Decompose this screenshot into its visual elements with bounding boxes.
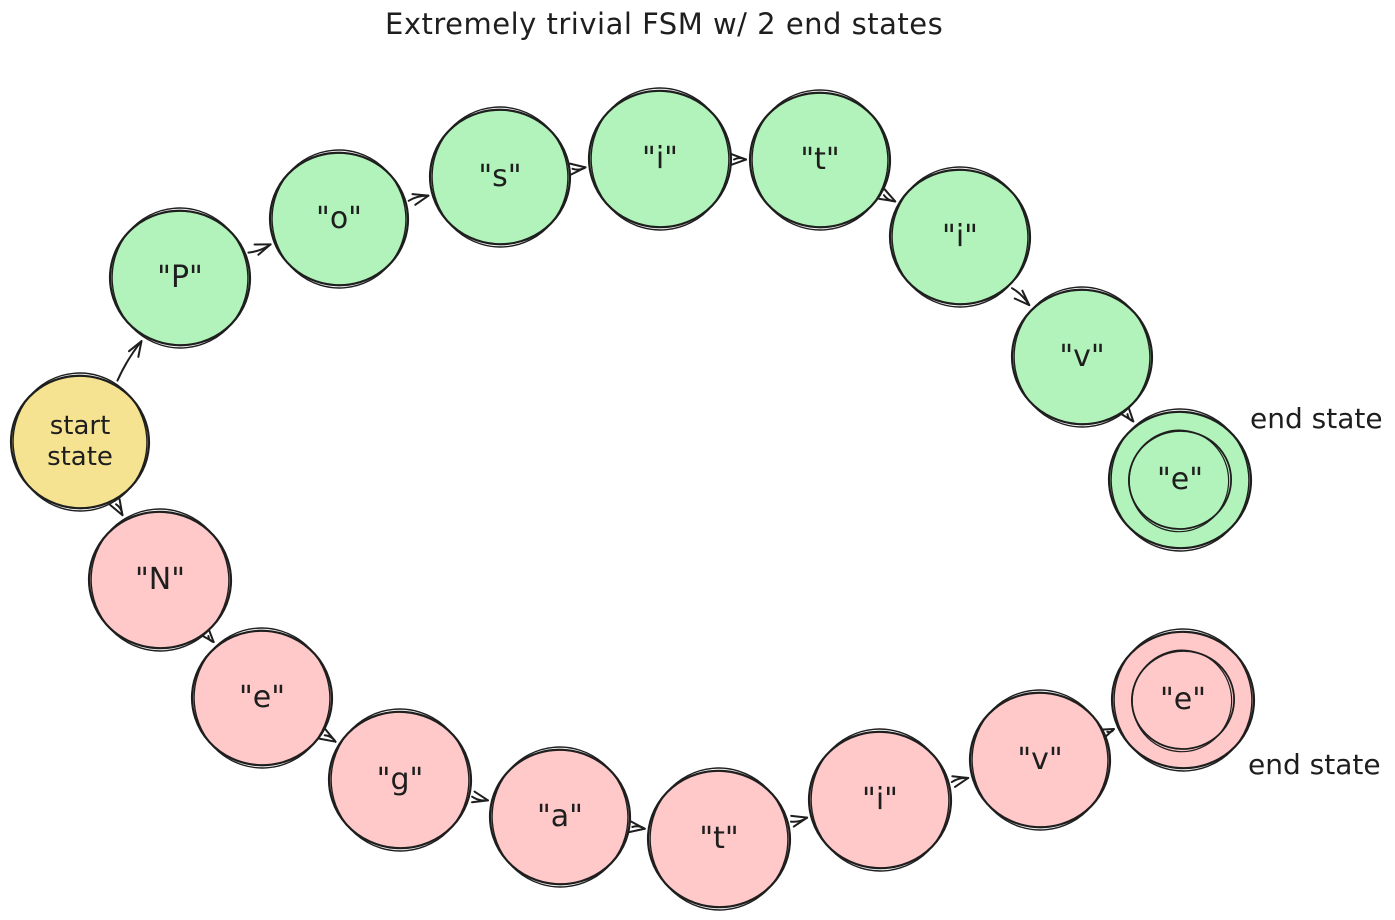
transition-arrow-t1-i2 xyxy=(878,188,897,203)
state-node-i1 xyxy=(587,87,733,231)
state-node-s xyxy=(428,106,572,248)
diagram-title: Extremely trivial FSM w/ 2 end states xyxy=(385,7,944,41)
state-node-i3 xyxy=(807,728,953,872)
state-node-e1 xyxy=(1107,408,1253,552)
state-node-start xyxy=(9,372,151,512)
transition-arrow-t2-i3 xyxy=(789,814,809,828)
transition-arrow-s-i1 xyxy=(568,162,587,176)
transition-arrow-i3-v2 xyxy=(950,775,970,788)
state-node-e3 xyxy=(1110,628,1256,772)
transition-arrow-p-o xyxy=(247,243,272,256)
state-node-t1 xyxy=(748,89,892,231)
state-node-a xyxy=(488,746,632,888)
transition-arrow-start-n xyxy=(109,498,124,517)
state-node-t2 xyxy=(646,767,792,911)
end-state-label-positive: end state xyxy=(1250,402,1383,435)
state-node-g xyxy=(327,708,473,852)
state-node-v1 xyxy=(1010,286,1154,428)
transition-arrow-a-t2 xyxy=(628,820,646,834)
transition-arrow-start-p xyxy=(116,340,143,382)
state-node-n xyxy=(87,508,233,652)
transition-arrow-g-a xyxy=(471,790,489,804)
state-node-p xyxy=(108,207,252,349)
transition-arrow-i1-t1 xyxy=(729,152,748,166)
transition-arrow-e2-g xyxy=(318,728,337,743)
state-nodes xyxy=(9,87,1256,911)
state-node-o xyxy=(268,149,410,289)
state-node-v2 xyxy=(968,689,1112,831)
end-state-label-negative: end state xyxy=(1248,748,1381,781)
state-node-e2 xyxy=(190,627,334,769)
transition-arrow-o-s xyxy=(407,193,430,206)
transition-arrow-i2-v1 xyxy=(1011,287,1031,307)
state-node-i2 xyxy=(888,166,1032,308)
